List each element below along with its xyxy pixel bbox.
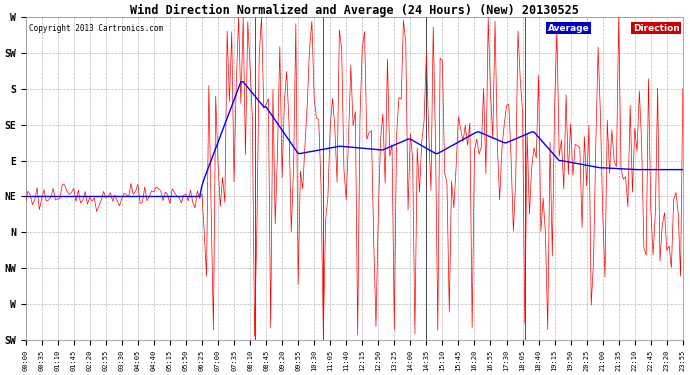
Text: Copyright 2013 Cartronics.com: Copyright 2013 Cartronics.com [29,24,163,33]
Text: Average: Average [548,24,589,33]
Title: Wind Direction Normalized and Average (24 Hours) (New) 20130525: Wind Direction Normalized and Average (2… [130,4,579,17]
Text: Direction: Direction [633,24,680,33]
